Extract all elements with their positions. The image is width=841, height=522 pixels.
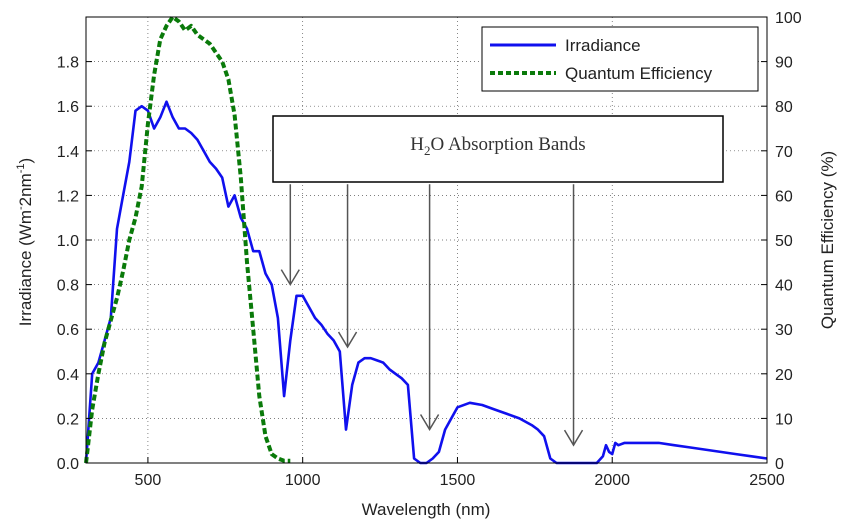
y-tick-label-left: 0.6 <box>57 322 79 339</box>
annotation-arrowhead <box>419 414 440 432</box>
annotation-text: H2O Absorption Bands <box>410 134 585 158</box>
y-tick-label-left: 1.6 <box>57 99 79 116</box>
y-tick-label-left: 0.2 <box>57 411 79 428</box>
legend: Irradiance Quantum Efficiency <box>481 26 759 92</box>
y-tick-label-left: 0.4 <box>57 367 79 384</box>
annotation-arrowhead <box>337 331 358 349</box>
annotation-box: H2O Absorption Bands <box>272 115 724 183</box>
annotation-arrowhead <box>563 429 584 447</box>
line-quantum-efficiency <box>84 15 291 464</box>
y-tick-label-left: 1.4 <box>57 144 79 161</box>
y-tick-label-right: 80 <box>775 99 793 116</box>
y-axis-label-left: Irradiance (Wm-2nm-1) <box>15 158 35 326</box>
y-tick-label-left: 1.8 <box>57 55 79 72</box>
y-tick-label-left: 1.0 <box>57 233 79 250</box>
x-tick-label: 1000 <box>285 472 321 489</box>
y-tick-label-right: 0 <box>775 456 784 473</box>
y-tick-label-left: 1.2 <box>57 188 79 205</box>
y-tick-label-right: 40 <box>775 278 793 295</box>
ticks: 500 1000 1500 2000 25000.00.20.40.60.81.01.2… <box>57 10 802 489</box>
x-tick-label: 1500 <box>440 472 476 489</box>
annotation-arrowhead <box>280 269 300 287</box>
y-axis-label-right: Quantum Efficiency (%) <box>818 151 837 329</box>
legend-label-quantum-efficiency: Quantum Efficiency <box>565 64 713 83</box>
y-tick-label-right: 100 <box>775 10 802 27</box>
x-axis-label: Wavelength (nm) <box>362 500 491 519</box>
y-tick-label-left: 0.8 <box>57 278 79 295</box>
y-tick-label-right: 60 <box>775 188 793 205</box>
y-tick-label-right: 10 <box>775 411 793 428</box>
y-tick-label-right: 30 <box>775 322 793 339</box>
y-tick-label-left: 0.0 <box>57 456 79 473</box>
y-tick-label-right: 70 <box>775 144 793 161</box>
y-tick-label-right: 90 <box>775 55 793 72</box>
y-tick-label-right: 50 <box>775 233 793 250</box>
series-irradiance <box>84 100 768 465</box>
line-irradiance <box>84 100 768 465</box>
y-tick-label-right: 20 <box>775 367 793 384</box>
x-tick-label: 2500 <box>749 472 785 489</box>
legend-label-irradiance: Irradiance <box>565 36 641 55</box>
series-quantum-efficiency <box>84 15 291 464</box>
x-tick-label: 2000 <box>594 472 630 489</box>
x-tick-label: 500 <box>135 472 162 489</box>
annotation-arrows <box>280 184 584 447</box>
